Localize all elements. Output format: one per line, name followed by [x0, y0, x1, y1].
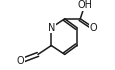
Text: O: O	[89, 23, 97, 33]
Text: OH: OH	[77, 0, 91, 10]
Text: O: O	[16, 56, 24, 66]
Text: N: N	[47, 23, 55, 33]
